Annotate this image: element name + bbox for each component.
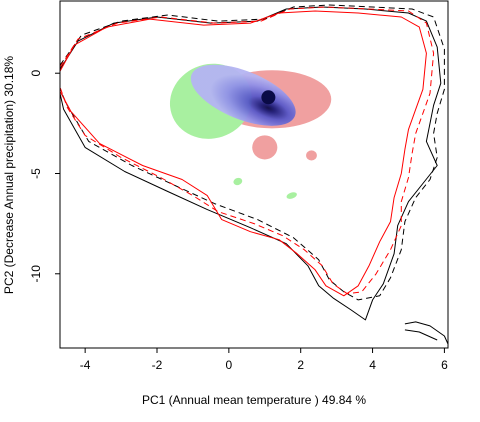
plot-frame xyxy=(59,0,449,349)
y-tick-label: -10 xyxy=(29,265,43,283)
red-solid-contour-2 xyxy=(60,10,427,297)
red-density-patch-2 xyxy=(306,150,317,161)
x-tick-label: 2 xyxy=(297,358,304,372)
x-tick-label: 4 xyxy=(369,358,376,372)
green-density-patch-4 xyxy=(233,177,243,186)
y-tick-label: 0 xyxy=(29,70,43,77)
x-tick-label: 6 xyxy=(441,358,448,372)
black-solid-contour-0 xyxy=(60,6,442,321)
x-axis-title: PC1 (Annual mean temperature ) 49.84 % xyxy=(142,393,366,407)
red-density-patch-1 xyxy=(252,135,278,160)
x-axis: -4 -2 0 2 4 6 xyxy=(80,348,448,372)
black-solid-contour-5 xyxy=(404,329,438,341)
green-density-patch-5 xyxy=(286,192,297,199)
black-dashed-contour-1 xyxy=(60,4,445,301)
x-tick-label: 0 xyxy=(226,358,233,372)
density-layer xyxy=(169,63,332,199)
x-tick-label: -2 xyxy=(152,358,163,372)
red-dashed-contour-3 xyxy=(60,6,435,295)
y-axis: 0 -5 -10 xyxy=(29,70,60,283)
y-axis-title: PC2 (Decrease Annual precipitation) 30.1… xyxy=(2,56,16,294)
contour-layer xyxy=(60,4,448,345)
black-solid-contour-4 xyxy=(404,321,448,345)
x-tick-label: -4 xyxy=(80,358,91,372)
y-tick-label: -5 xyxy=(29,168,43,179)
density-peak xyxy=(261,90,276,105)
blue-density-patch-6 xyxy=(190,64,296,126)
